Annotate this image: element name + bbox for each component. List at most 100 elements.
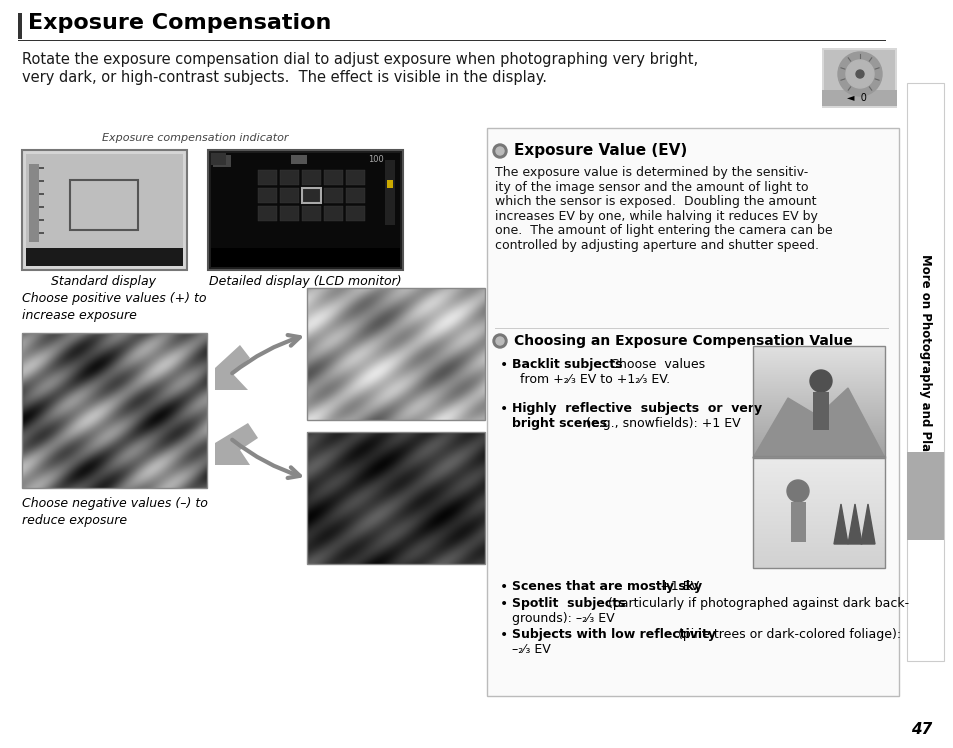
- Bar: [26, 154, 183, 266]
- Text: bright scenes: bright scenes: [512, 417, 606, 430]
- Bar: [906, 452, 943, 540]
- Bar: [291, 155, 307, 164]
- Text: :  Choose  values: : Choose values: [598, 358, 705, 371]
- Circle shape: [786, 480, 808, 502]
- Text: increases EV by one, while halving it reduces EV by: increases EV by one, while halving it re…: [495, 209, 817, 222]
- Bar: [257, 170, 276, 185]
- Bar: [906, 83, 943, 661]
- Bar: [39, 180, 44, 182]
- Bar: [257, 188, 276, 203]
- Bar: [22, 150, 187, 270]
- Bar: [22, 333, 207, 488]
- Text: Choosing an Exposure Compensation Value: Choosing an Exposure Compensation Value: [514, 334, 852, 348]
- Text: 47: 47: [910, 722, 932, 737]
- Bar: [280, 188, 298, 203]
- Text: very dark, or high-contrast subjects.  The effect is visible in the display.: very dark, or high-contrast subjects. Th…: [22, 70, 546, 85]
- Text: More on Photography and Playback: More on Photography and Playback: [919, 254, 931, 490]
- Bar: [29, 164, 39, 242]
- Bar: [208, 150, 402, 270]
- Polygon shape: [861, 504, 874, 544]
- Bar: [39, 167, 44, 168]
- Bar: [324, 206, 343, 221]
- Bar: [18, 13, 22, 39]
- Text: Exposure Compensation: Exposure Compensation: [28, 13, 331, 33]
- Text: (pine trees or dark-colored foliage):: (pine trees or dark-colored foliage):: [673, 628, 901, 641]
- Text: •: •: [499, 402, 508, 416]
- Bar: [211, 153, 399, 267]
- Circle shape: [855, 70, 863, 78]
- Text: 200: 200: [130, 252, 149, 262]
- Text: Exposure compensation indicator: Exposure compensation indicator: [102, 133, 288, 143]
- Text: •: •: [499, 580, 508, 594]
- Polygon shape: [847, 504, 862, 544]
- Bar: [307, 432, 484, 564]
- Bar: [821, 48, 896, 108]
- Bar: [211, 153, 226, 165]
- Bar: [346, 188, 365, 203]
- Text: Scenes that are mostly sky: Scenes that are mostly sky: [512, 580, 701, 593]
- Text: •: •: [499, 358, 508, 372]
- Text: ◄  0: ◄ 0: [846, 93, 866, 103]
- Text: controlled by adjusting aperture and shutter speed.: controlled by adjusting aperture and shu…: [495, 239, 818, 251]
- Bar: [280, 206, 298, 221]
- Bar: [307, 288, 484, 420]
- Circle shape: [845, 60, 873, 88]
- Bar: [790, 502, 805, 542]
- Text: The exposure value is determined by the sensitiv-: The exposure value is determined by the …: [495, 166, 807, 179]
- Text: •: •: [499, 597, 508, 611]
- Text: Exposure Value (EV): Exposure Value (EV): [514, 143, 686, 158]
- Bar: [387, 180, 393, 188]
- Text: P: P: [213, 155, 219, 164]
- Bar: [213, 155, 231, 167]
- Bar: [18, 40, 885, 41]
- Bar: [495, 328, 888, 329]
- Bar: [39, 206, 44, 207]
- Text: (e.g., snowfields): +1 EV: (e.g., snowfields): +1 EV: [581, 417, 740, 430]
- Bar: [302, 170, 320, 185]
- Text: L: L: [388, 162, 392, 168]
- Text: : +1 EV: : +1 EV: [652, 580, 699, 593]
- Bar: [486, 128, 898, 696]
- Circle shape: [809, 370, 831, 392]
- Bar: [26, 248, 183, 266]
- Bar: [302, 188, 320, 203]
- Text: Rotate the exposure compensation dial to adjust exposure when photographing very: Rotate the exposure compensation dial to…: [22, 52, 698, 67]
- Bar: [812, 392, 828, 430]
- Bar: [302, 188, 320, 203]
- Text: 100: 100: [368, 155, 383, 164]
- Circle shape: [496, 337, 503, 345]
- Text: from +₂⁄₃ EV to +1₂⁄₃ EV.: from +₂⁄₃ EV to +1₂⁄₃ EV.: [519, 373, 669, 386]
- Bar: [752, 456, 884, 568]
- Text: Standard display: Standard display: [51, 275, 156, 288]
- Text: which the sensor is exposed.  Doubling the amount: which the sensor is exposed. Doubling th…: [495, 195, 816, 208]
- Polygon shape: [214, 423, 257, 465]
- Text: F5.6: F5.6: [280, 253, 307, 263]
- Bar: [324, 188, 343, 203]
- Text: •: •: [499, 628, 508, 642]
- Bar: [346, 206, 365, 221]
- Bar: [324, 170, 343, 185]
- Bar: [302, 206, 320, 221]
- Text: Choose positive values (+) to
increase exposure: Choose positive values (+) to increase e…: [22, 292, 206, 322]
- Text: F5.6: F5.6: [84, 252, 105, 262]
- Bar: [346, 170, 365, 185]
- Bar: [257, 206, 276, 221]
- Text: Highly  reflective  subjects  or  very: Highly reflective subjects or very: [512, 402, 761, 415]
- Text: Backlit subjects: Backlit subjects: [512, 358, 622, 371]
- Bar: [280, 170, 298, 185]
- Text: 2000: 2000: [44, 252, 69, 262]
- Text: P: P: [30, 252, 38, 262]
- Polygon shape: [752, 388, 884, 458]
- Circle shape: [496, 147, 503, 155]
- Text: Subjects with low reflectivity: Subjects with low reflectivity: [512, 628, 716, 641]
- Text: Spotlit  subjects: Spotlit subjects: [512, 597, 625, 610]
- Bar: [752, 346, 884, 458]
- Bar: [211, 248, 399, 267]
- Bar: [39, 193, 44, 194]
- Text: grounds): –₂⁄₃ EV: grounds): –₂⁄₃ EV: [512, 612, 614, 625]
- Polygon shape: [833, 504, 847, 544]
- Text: EV: EV: [30, 200, 37, 206]
- Text: one.  The amount of light entering the camera can be: one. The amount of light entering the ca…: [495, 224, 832, 237]
- Text: ity of the image sensor and the amount of light to: ity of the image sensor and the amount o…: [495, 180, 807, 194]
- Circle shape: [837, 52, 882, 96]
